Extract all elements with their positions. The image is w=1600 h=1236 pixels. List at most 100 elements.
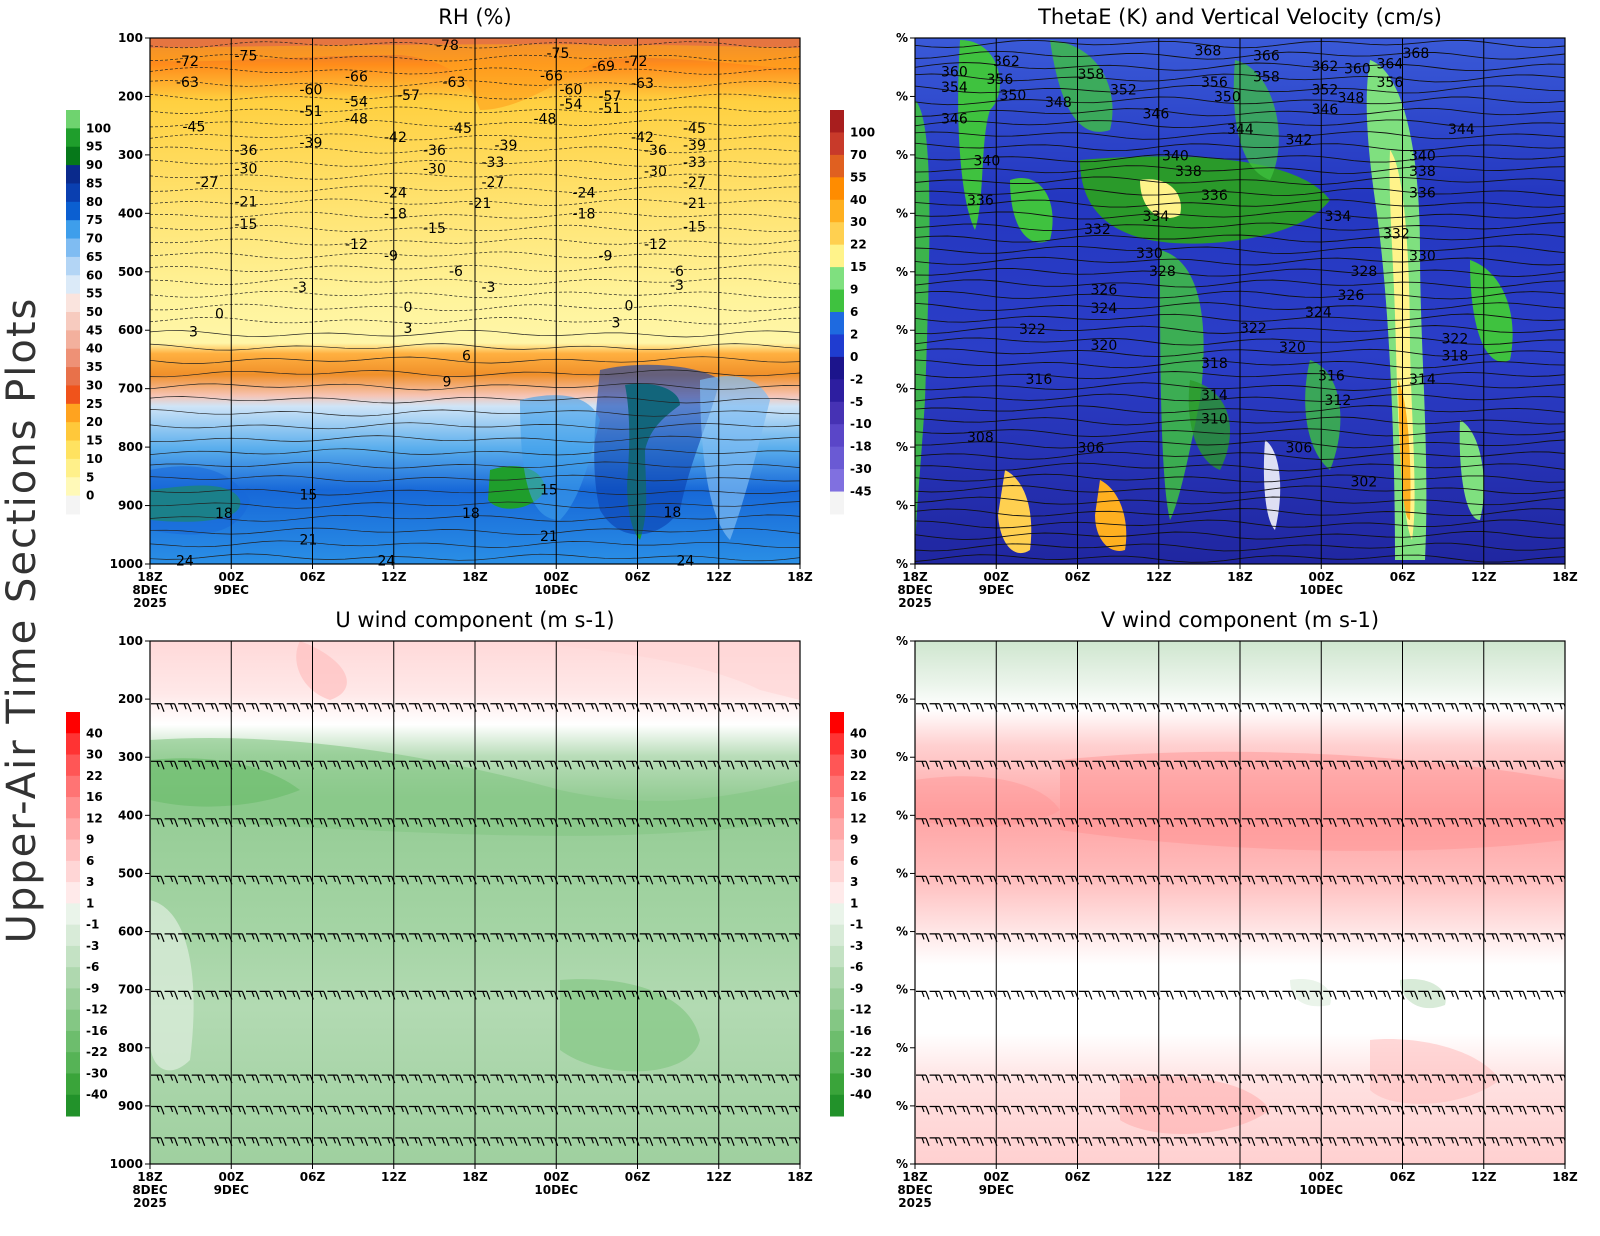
wind-barb	[1431, 1137, 1446, 1147]
colorbar-swatch	[830, 1073, 844, 1096]
wind-barb	[531, 760, 545, 770]
wind-barb	[1458, 760, 1473, 770]
wind-barb	[327, 1137, 342, 1147]
wind-barb	[1404, 1074, 1419, 1084]
wind-barb	[1526, 1074, 1541, 1084]
colorbar-label: -16	[850, 1024, 872, 1038]
contour-label: 15	[300, 488, 318, 504]
wind-barb	[178, 1074, 192, 1084]
u-wind-y-axis: 100 200 300 400 500 600 700 800 900 1000	[110, 634, 150, 1171]
contour-label: 346	[941, 112, 968, 128]
colorbar-label: -22	[850, 1045, 872, 1059]
wind-barb	[341, 760, 355, 770]
contour-label: 326	[1091, 283, 1118, 299]
wind-barb	[916, 990, 930, 1000]
wind-barb	[232, 703, 247, 712]
contour-label: 0	[215, 306, 224, 322]
contour-label: 350	[1000, 88, 1027, 104]
colorbar-label: 100	[86, 121, 111, 135]
x-tick-label: 06Z	[300, 570, 326, 584]
wind-barb	[246, 933, 260, 943]
wind-barb	[956, 875, 971, 885]
wind-barb	[151, 1074, 165, 1084]
wind-barb	[232, 760, 247, 770]
wind-barb	[666, 1105, 681, 1115]
wind-barb	[585, 875, 599, 885]
wind-barb	[1092, 760, 1107, 770]
wind-barb	[503, 1074, 518, 1084]
wind-barb	[1187, 875, 1202, 885]
wind-barb	[327, 818, 342, 828]
wind-barb	[1486, 760, 1500, 770]
wind-barb	[997, 818, 1012, 828]
wind-barb	[1092, 818, 1107, 828]
contour-label: -75	[547, 46, 570, 62]
x-tick-label: 00Z 10DEC	[1299, 570, 1343, 597]
wind-barb	[1377, 933, 1392, 943]
contour-label: -54	[560, 97, 583, 113]
wind-barb	[734, 990, 749, 1000]
colorbar-label: 0	[86, 489, 94, 503]
colorbar-label: 55	[850, 170, 867, 184]
colorbar-swatch	[830, 712, 844, 734]
wind-barb	[1404, 933, 1419, 943]
wind-barb	[1323, 990, 1337, 1000]
v-wind-barbs	[916, 703, 1565, 1147]
colorbar-swatch	[830, 797, 844, 819]
contour-label: -72	[176, 54, 199, 70]
x-tick-label: 18Z	[1227, 570, 1253, 584]
wind-barb	[1106, 1105, 1120, 1115]
wind-barb	[1268, 1105, 1283, 1115]
wind-barb	[191, 760, 206, 770]
wind-barb	[1024, 818, 1039, 828]
wind-barb	[1106, 1137, 1120, 1147]
contour-label: 344	[1448, 122, 1475, 138]
contour-label: -21	[469, 196, 492, 212]
wind-barb	[1513, 875, 1527, 885]
thetae-x-axis: 18Z 8DEC 2025 00Z 9DEC 06Z 12Z 18Z 00Z 10DEC 06Z 12…	[897, 564, 1578, 610]
wind-barb	[1350, 703, 1364, 712]
wind-barb	[1296, 1074, 1310, 1084]
y-tick-label: %	[896, 1099, 908, 1113]
wind-barb	[653, 760, 667, 770]
wind-barb	[639, 1137, 654, 1147]
wind-barb	[449, 875, 464, 885]
colorbar-swatch	[66, 128, 80, 148]
wind-barb	[531, 1105, 545, 1115]
contour-label: -48	[345, 112, 368, 128]
wind-barb	[1241, 1137, 1256, 1147]
wind-barb	[191, 990, 206, 1000]
wind-barb	[151, 818, 165, 828]
x-tick-label: 18Z 8DEC 2025	[132, 1170, 168, 1210]
contour-label: -6	[449, 264, 463, 280]
page-side-title: Upper-Air Time Sections Plots	[0, 297, 45, 944]
wind-barb	[916, 703, 930, 712]
wind-barb	[1106, 990, 1120, 1000]
wind-barb	[680, 760, 694, 770]
wind-barb	[1526, 1137, 1541, 1147]
wind-barb	[1445, 1137, 1459, 1147]
wind-barb	[639, 760, 654, 770]
wind-barb	[286, 1105, 301, 1115]
u-wind-colorbar: 40 30 22 16 12 9 6 3 1 -1 -3 -6 -9 -12 -16 -22 -30 -40	[66, 712, 108, 1117]
wind-barb	[1092, 1137, 1107, 1147]
wind-barb	[558, 818, 572, 828]
wind-barb	[395, 703, 409, 712]
wind-barb	[449, 933, 464, 943]
wind-barb	[1296, 1105, 1310, 1115]
wind-barb	[1092, 933, 1107, 943]
wind-barb	[1540, 1137, 1554, 1147]
wind-barb	[734, 933, 749, 943]
wind-barb	[422, 1137, 437, 1147]
colorbar-label: 30	[850, 215, 867, 229]
contour-label: 362	[1312, 59, 1339, 75]
colorbar-swatch	[830, 924, 844, 947]
wind-barb	[1255, 1074, 1269, 1084]
wind-barb	[721, 990, 735, 1000]
wind-barb	[585, 990, 599, 1000]
wind-barb	[639, 703, 654, 712]
wind-barb	[943, 933, 957, 943]
wind-barb	[1377, 703, 1392, 712]
y-tick-label: 100	[118, 31, 143, 45]
wind-barb	[598, 703, 613, 712]
